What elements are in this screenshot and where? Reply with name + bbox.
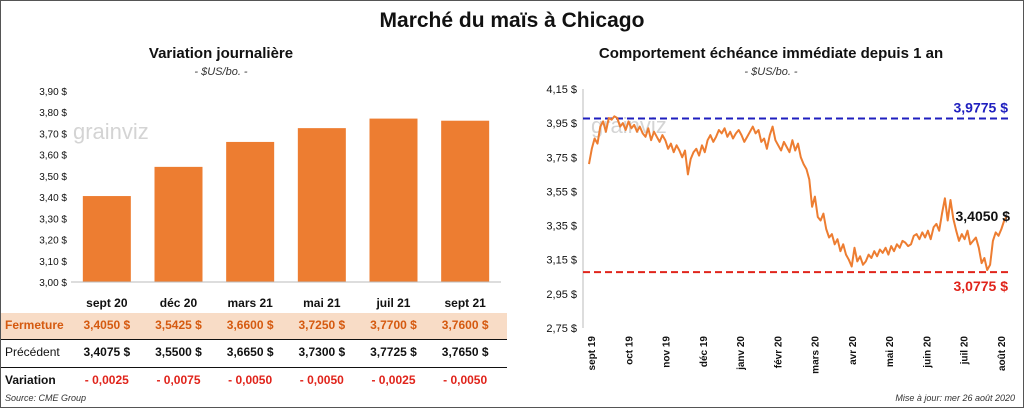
column-header: mai 21 — [303, 296, 341, 310]
column-header: sept 21 — [444, 296, 486, 310]
table-cell: - 0,0025 — [371, 373, 416, 387]
bar-juil-21 — [369, 118, 418, 282]
x-tick-label: août 20 — [997, 336, 1008, 371]
table-cell: - 0,0025 — [84, 373, 129, 387]
footer-updated: Mise à jour: mer 26 août 2020 — [895, 393, 1015, 403]
y-tick-label: 4,15 $ — [546, 84, 577, 96]
y-tick-label: 3,55 $ — [546, 186, 577, 198]
y-tick-label: 3,90 $ — [39, 87, 67, 98]
x-tick-label: sept 19 — [587, 336, 598, 371]
table-cell: - 0,0075 — [156, 373, 201, 387]
row-label: Fermeture — [5, 318, 64, 332]
table-row-precedent: Précédent 3,4075 $ 3,5500 $ 3,6650 $ 3,7300… — [1, 340, 507, 366]
x-tick-label: déc 19 — [699, 336, 710, 368]
bar-chart: grainviz 3,00 $ 3,10 $ 3,20 $ 3,30 $ 3,40 $ 3,… — [39, 87, 501, 289]
right-chart-unit: - $US/bo. - — [744, 66, 798, 78]
table-cell: 3,4050 $ — [83, 318, 131, 332]
table-cell: 3,7250 $ — [298, 318, 346, 332]
left-chart-title: Variation journalière — [148, 45, 294, 62]
y-tick-label: 3,70 $ — [39, 129, 67, 140]
table-cell: - 0,0050 — [299, 373, 344, 387]
y-tick-label: 2,95 $ — [546, 289, 577, 301]
column-header: mars 21 — [227, 296, 273, 310]
y-tick-label: 3,15 $ — [546, 255, 577, 267]
low-value-label: 3,0775 $ — [954, 278, 1009, 294]
y-tick-label: 3,60 $ — [39, 151, 67, 162]
row-label: Variation — [5, 373, 56, 387]
left-chart-unit: - $US/bo. - — [194, 66, 248, 78]
table-row-variation: Variation - 0,0025 - 0,0075 - 0,0050 - 0,00… — [1, 367, 507, 394]
x-tick-label: janv 20 — [736, 336, 747, 371]
y-tick-label: 3,50 $ — [39, 172, 67, 183]
y-tick-label: 3,10 $ — [39, 257, 67, 268]
table-row-fermeture: Fermeture 3,4050 $ 3,5425 $ 3,6600 $ 3,7250… — [1, 313, 507, 340]
table-cell: - 0,0050 — [228, 373, 273, 387]
table-header-row: sept 20 déc 20 mars 21 mai 21 juil 21 sept 21 — [1, 296, 507, 312]
column-header: déc 20 — [159, 296, 198, 310]
high-value-label: 3,9775 $ — [954, 99, 1009, 115]
table-cell: 3,7650 $ — [441, 345, 489, 359]
x-tick-label: avr 20 — [848, 336, 859, 365]
y-tick-label: 3,35 $ — [546, 221, 577, 233]
table-cell: 3,7700 $ — [370, 318, 417, 332]
table-cell: 3,5425 $ — [155, 318, 202, 332]
table-cell: 3,6650 $ — [226, 345, 274, 359]
y-tick-label: 3,30 $ — [39, 214, 67, 225]
table-cell: 3,7300 $ — [298, 345, 346, 359]
bar-mai-21 — [297, 128, 346, 282]
y-tick-label: 3,20 $ — [39, 236, 67, 247]
last-value-label: 3,4050 $ — [956, 208, 1011, 224]
x-tick-label: févr 20 — [773, 336, 784, 369]
y-tick-label: 3,00 $ — [39, 278, 67, 289]
y-tick-label: 3,80 $ — [39, 108, 67, 119]
bar-sept-21 — [441, 120, 490, 282]
y-tick-label: 3,95 $ — [546, 118, 577, 130]
table-cell: 3,5500 $ — [155, 345, 202, 359]
table-cell: - 0,0050 — [443, 373, 488, 387]
table-cell: 3,6600 $ — [226, 318, 274, 332]
footer-source: Source: CME Group — [5, 393, 87, 403]
x-tick-label: nov 19 — [662, 336, 673, 368]
price-line — [588, 115, 1008, 271]
table-cell: 3,7725 $ — [370, 345, 417, 359]
bar-mars-21 — [226, 141, 275, 282]
table-cell: 3,7600 $ — [441, 318, 489, 332]
x-tick-label: juil 20 — [960, 336, 971, 366]
x-tick-label: oct 19 — [624, 336, 635, 365]
y-tick-label: 3,40 $ — [39, 193, 67, 204]
y-tick-label: 3,75 $ — [546, 152, 577, 164]
x-tick-label: mars 20 — [811, 336, 822, 374]
x-tick-label: juin 20 — [922, 336, 933, 369]
table-cell: 3,4075 $ — [83, 345, 131, 359]
x-tick-label: mai 20 — [885, 336, 896, 368]
bar-sept-20 — [82, 196, 131, 282]
watermark-text: grainviz — [73, 119, 149, 144]
right-chart-title: Comportement échéance immédiate depuis 1… — [598, 45, 944, 62]
column-header: juil 21 — [376, 296, 411, 310]
main-title: Marché du maïs à Chicago — [379, 9, 645, 32]
bar-déc-20 — [154, 166, 203, 282]
column-header: sept 20 — [86, 296, 128, 310]
y-tick-label: 2,75 $ — [546, 323, 577, 335]
row-label: Précédent — [5, 345, 60, 359]
